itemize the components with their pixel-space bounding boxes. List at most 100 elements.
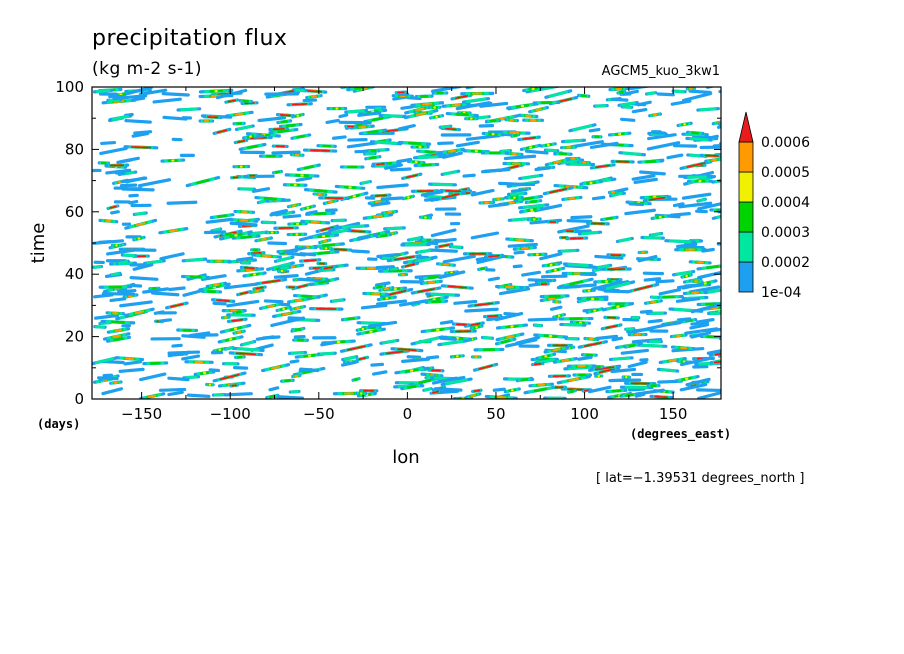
precip-contour xyxy=(447,149,457,153)
precip-streak xyxy=(573,229,592,234)
precip-contour xyxy=(273,274,299,279)
precip-streak xyxy=(396,157,413,164)
precip-streak xyxy=(653,294,684,300)
precip-contour xyxy=(445,378,468,386)
precip-contour xyxy=(529,199,538,204)
precip-streak xyxy=(472,362,499,372)
precip-contour xyxy=(166,200,198,205)
precip-streak xyxy=(290,133,312,140)
precip-contour xyxy=(317,251,331,255)
precip-streak xyxy=(552,312,567,319)
precip-contour xyxy=(353,377,359,382)
precip-contour xyxy=(138,88,168,96)
precip-streak xyxy=(499,148,513,154)
precip-contour xyxy=(440,124,451,129)
precip-streak xyxy=(615,236,634,243)
precip-streak xyxy=(561,195,583,202)
x-tick-label: −50 xyxy=(303,405,335,423)
precip-contour xyxy=(331,298,344,303)
precip-contour xyxy=(110,272,120,277)
precip-streak xyxy=(711,214,721,220)
precip-contour xyxy=(416,288,436,293)
precip-contour xyxy=(330,228,348,235)
precip-contour xyxy=(231,318,244,322)
precip-streak xyxy=(158,387,187,392)
precip-streak xyxy=(305,210,318,216)
precip-streak xyxy=(628,387,646,392)
precip-streak xyxy=(570,215,593,220)
precip-streak xyxy=(433,387,463,392)
precip-streak xyxy=(108,94,127,99)
precip-contour xyxy=(462,173,476,178)
precip-contour xyxy=(594,254,624,260)
precip-contour xyxy=(301,294,313,298)
precip-contour xyxy=(417,155,439,160)
precip-contour xyxy=(393,255,415,261)
precip-contour xyxy=(455,112,470,117)
precip-streak xyxy=(100,319,136,325)
precip-streak xyxy=(680,318,698,324)
precip-streak xyxy=(440,169,461,177)
precip-streak xyxy=(481,131,505,137)
precip-streak xyxy=(718,89,721,94)
precip-streak xyxy=(673,374,700,383)
precip-streak xyxy=(378,286,395,292)
precip-streak xyxy=(600,323,623,331)
precip-streak xyxy=(319,265,338,271)
precip-contour xyxy=(537,358,556,364)
precip-streak xyxy=(503,387,521,394)
precip-contour xyxy=(357,111,382,117)
precip-contour xyxy=(110,320,125,324)
precip-contour xyxy=(595,334,619,341)
precip-contour xyxy=(533,387,548,393)
precip-contour xyxy=(453,299,478,305)
precip-contour xyxy=(442,254,476,264)
precip-contour xyxy=(605,324,618,329)
precip-streak xyxy=(495,284,525,290)
precip-streak xyxy=(471,388,483,394)
precip-contour xyxy=(581,231,599,236)
precip-streak xyxy=(220,315,231,320)
precip-contour xyxy=(376,252,399,259)
precip-contour xyxy=(113,337,124,342)
precip-contour xyxy=(272,127,285,131)
precip-contour xyxy=(569,280,584,286)
precip-contour xyxy=(240,235,253,239)
precip-streak xyxy=(400,383,424,391)
precip-streak xyxy=(595,334,619,341)
precip-streak xyxy=(115,259,130,266)
precip-streak xyxy=(139,372,167,382)
precip-streak xyxy=(364,155,382,161)
precip-contour xyxy=(303,165,314,170)
precip-streak xyxy=(535,352,557,361)
precip-streak xyxy=(428,248,458,253)
precip-streak xyxy=(254,277,288,286)
precip-contour xyxy=(522,203,545,209)
precip-contour xyxy=(441,193,460,199)
precip-contour xyxy=(487,202,510,208)
precip-contour xyxy=(338,113,349,119)
precip-contour xyxy=(282,312,292,316)
precip-contour xyxy=(167,390,184,397)
precip-contour xyxy=(605,216,614,221)
precip-streak xyxy=(357,111,382,117)
precip-contour xyxy=(371,370,388,376)
precip-streak xyxy=(249,288,265,294)
precip-contour xyxy=(374,140,398,145)
precip-streak xyxy=(329,298,346,303)
precip-contour xyxy=(290,351,305,355)
precip-streak xyxy=(639,309,653,314)
precip-contour xyxy=(483,167,511,173)
precip-contour xyxy=(341,224,365,229)
precip-contour xyxy=(386,289,407,296)
precip-streak xyxy=(428,182,457,187)
precip-contour xyxy=(321,243,336,248)
precip-contour xyxy=(235,352,257,356)
precip-contour xyxy=(550,305,563,311)
precip-contour xyxy=(618,90,624,94)
precip-streak xyxy=(690,302,721,314)
precip-streak xyxy=(132,263,154,271)
precip-streak xyxy=(527,278,553,283)
precip-contour xyxy=(383,287,390,291)
precip-contour xyxy=(119,300,153,308)
